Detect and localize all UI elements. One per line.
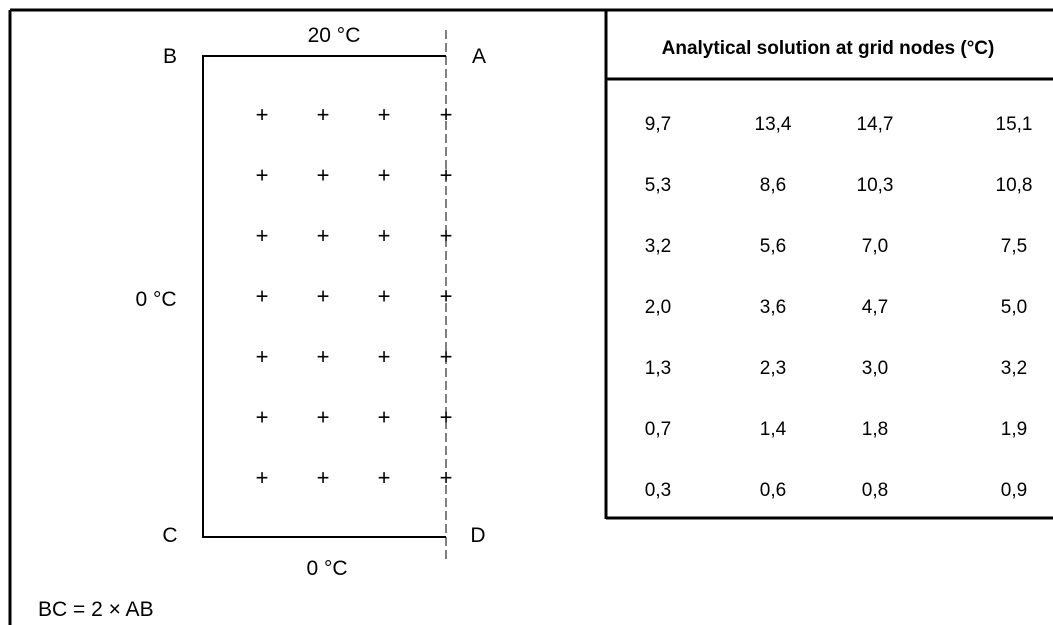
corner-label-d: D — [470, 524, 485, 547]
table-cell: 5,6 — [760, 236, 786, 257]
grid-node-marker: + — [440, 344, 453, 369]
table-cell: 3,6 — [760, 297, 786, 318]
node-grid: + + + + + + + + + + + + + + + + + + + + + + + + + + + + — [256, 102, 453, 490]
dimension-relation-label: BC = 2 × AB — [38, 598, 154, 621]
table-cell: 0,8 — [862, 480, 888, 501]
grid-node-marker: + — [317, 284, 330, 309]
grid-node-marker: + — [440, 284, 453, 309]
grid-node-marker: + — [378, 102, 391, 127]
grid-node-marker: + — [317, 102, 330, 127]
grid-node-marker: + — [440, 405, 453, 430]
grid-node-marker: + — [256, 163, 269, 188]
table-cell: 0,7 — [645, 419, 671, 440]
grid-node-marker: + — [256, 223, 269, 248]
grid-node-marker: + — [378, 163, 391, 188]
table-cell: 3,2 — [645, 236, 671, 257]
bottom-temperature-label: 0 °C — [306, 557, 347, 580]
table-cell: 15,1 — [996, 114, 1033, 135]
grid-node-marker: + — [440, 465, 453, 490]
table-cell: 2,0 — [645, 297, 671, 318]
table-cell: 13,4 — [755, 114, 792, 135]
table-body: 9,7 13,4 14,7 15,1 5,3 8,6 10,3 10,8 3,2 5,6 7,0 7,… — [645, 114, 1033, 501]
left-temperature-label: 0 °C — [135, 288, 176, 311]
grid-node-marker: + — [378, 284, 391, 309]
grid-node-marker: + — [378, 465, 391, 490]
grid-node-marker: + — [256, 465, 269, 490]
table-cell: 3,0 — [862, 358, 888, 379]
table-cell: 8,6 — [760, 175, 786, 196]
grid-node-marker: + — [378, 405, 391, 430]
table-cell: 14,7 — [857, 114, 894, 135]
top-temperature-label: 20 °C — [308, 24, 361, 47]
table-cell: 9,7 — [645, 114, 671, 135]
grid-node-marker: + — [378, 223, 391, 248]
table-cell: 3,2 — [1001, 358, 1027, 379]
grid-node-marker: + — [440, 163, 453, 188]
table-cell: 7,0 — [862, 236, 888, 257]
grid-node-marker: + — [256, 344, 269, 369]
table-cell: 0,3 — [645, 480, 671, 501]
grid-node-marker: + — [317, 465, 330, 490]
table-cell: 10,3 — [857, 175, 894, 196]
table-title: Analytical solution at grid nodes (°C) — [662, 38, 995, 59]
plate-diagram: + + + + + + + + + + + + + + + + + + + + + + + + + + + + — [202, 30, 452, 560]
grid-node-marker: + — [256, 405, 269, 430]
table-cell: 7,5 — [1001, 236, 1027, 257]
corner-label-b: B — [163, 45, 177, 68]
grid-node-marker: + — [256, 284, 269, 309]
table-cell: 0,6 — [760, 480, 786, 501]
grid-node-marker: + — [317, 405, 330, 430]
table-cell: 1,8 — [862, 419, 888, 440]
grid-node-marker: + — [256, 102, 269, 127]
table-cell: 1,4 — [760, 419, 787, 440]
table-cell: 0,9 — [1001, 480, 1027, 501]
grid-node-marker: + — [440, 102, 453, 127]
corner-label-a: A — [472, 45, 486, 68]
grid-node-marker: + — [317, 223, 330, 248]
corner-label-c: C — [162, 524, 177, 547]
table-cell: 10,8 — [996, 175, 1033, 196]
table-cell: 4,7 — [862, 297, 888, 318]
table-cell: 1,9 — [1001, 419, 1027, 440]
table-cell: 5,0 — [1001, 297, 1027, 318]
grid-node-marker: + — [317, 344, 330, 369]
table-cell: 1,3 — [645, 358, 671, 379]
grid-node-marker: + — [317, 163, 330, 188]
grid-node-marker: + — [378, 344, 391, 369]
table-cell: 5,3 — [645, 175, 671, 196]
grid-node-marker: + — [440, 223, 453, 248]
table-cell: 2,3 — [760, 358, 786, 379]
